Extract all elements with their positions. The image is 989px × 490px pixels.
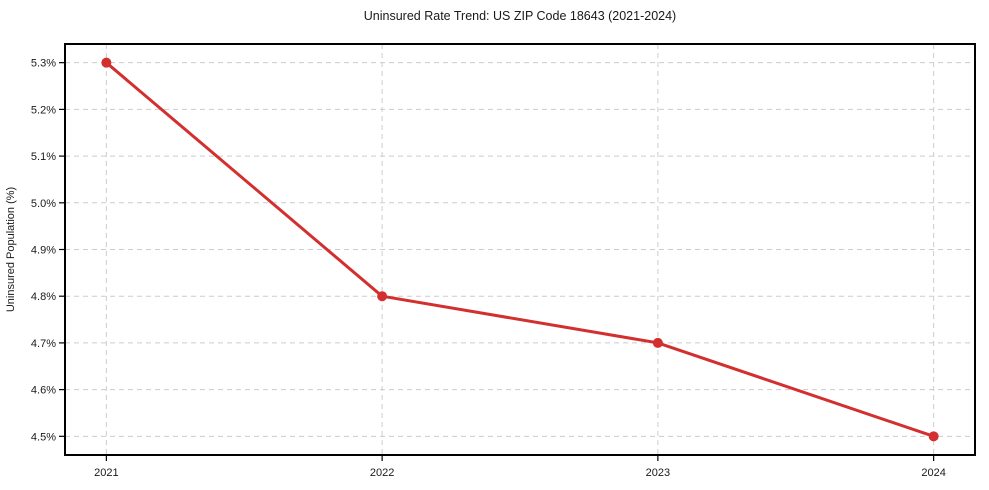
data-point-marker: [652, 337, 663, 348]
data-point-marker: [101, 57, 112, 68]
data-point-marker: [377, 291, 388, 302]
y-tick-label: 4.9%: [31, 245, 56, 257]
y-axis-label: Uninsured Population (%): [5, 187, 17, 312]
y-tick-label: 5.1%: [31, 151, 56, 163]
x-tick-label: 2024: [921, 467, 945, 479]
y-tick-label: 4.8%: [31, 291, 56, 303]
chart-title: Uninsured Rate Trend: US ZIP Code 18643 …: [363, 9, 677, 23]
y-tick-label: 5.2%: [31, 104, 56, 116]
y-tick-label: 5.3%: [31, 58, 56, 70]
x-tick-label: 2022: [370, 467, 394, 479]
data-point-marker: [928, 431, 939, 442]
x-tick-label: 2021: [94, 467, 118, 479]
y-tick-label: 4.5%: [31, 431, 56, 443]
y-tick-label: 5.0%: [31, 198, 56, 210]
trend-line: [104, 61, 936, 438]
x-tick-label: 2023: [646, 467, 670, 479]
y-tick-label: 4.6%: [31, 385, 56, 397]
y-tick-label: 4.7%: [31, 338, 56, 350]
